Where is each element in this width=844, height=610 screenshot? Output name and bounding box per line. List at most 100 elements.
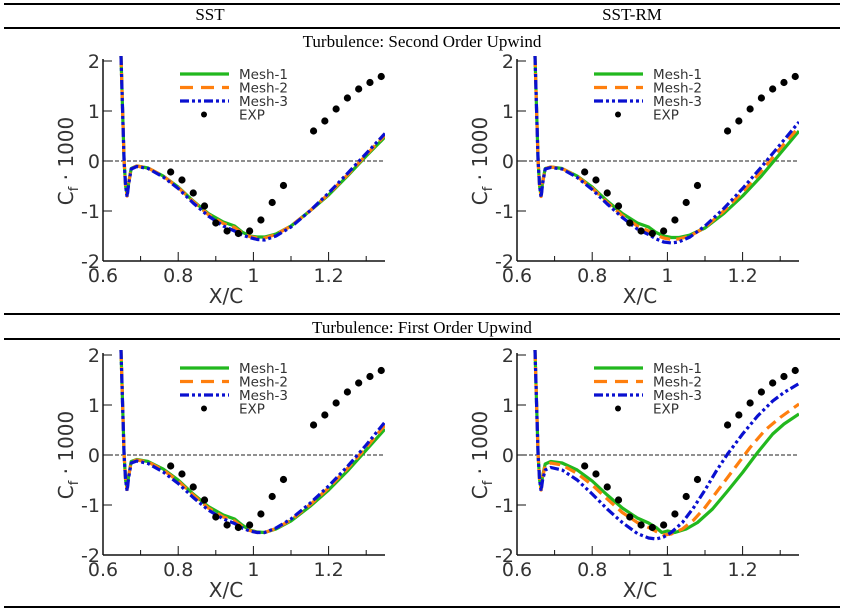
legend-label: Mesh-2 [239,81,288,97]
legend-label: Mesh-3 [239,94,288,110]
legend-label: Mesh-3 [653,94,702,110]
exp-point [377,366,385,375]
exp-point [223,227,231,235]
legend-label: Mesh-2 [653,375,702,391]
y-tick-label: -1 [81,495,100,517]
legend-label: Mesh-1 [653,361,702,377]
exp-point [212,513,220,521]
y-tick-label: 2 [502,51,514,73]
x-axis-label: X/C [623,578,657,602]
exp-point [614,496,623,504]
exp-point [343,94,351,102]
exp-point [671,510,679,518]
legend-label: Mesh-2 [239,375,288,391]
exp-point [637,227,645,235]
exp-point [660,521,668,529]
x-tick-label: 1.2 [727,559,757,581]
exp-point [757,388,765,396]
y-axis-label-main: C [54,191,78,205]
x-tick-label: 1 [247,265,259,287]
y-tick-label: 2 [88,345,100,367]
y-axis-label-rest: · 1000 [54,117,78,187]
exp-point [234,229,242,238]
y-tick-label: -2 [81,545,100,567]
y-axis-label-rest: · 1000 [468,411,492,481]
legend-swatch-exp [615,111,621,118]
exp-point [626,513,634,521]
exp-point [167,168,175,176]
exp-point [234,523,242,532]
y-tick-label: 1 [88,395,100,417]
x-axis-label: X/C [209,284,243,308]
exp-point [212,219,220,227]
exp-point [735,411,743,419]
legend-label: Mesh-3 [653,388,702,404]
exp-point [603,189,611,197]
x-tick-label: 1.2 [313,559,343,581]
exp-point [746,105,754,113]
x-tick-label: 0.8 [163,559,193,581]
legend-swatch-exp [201,405,207,412]
x-tick-label: 1.2 [727,265,757,287]
x-axis-label: X/C [623,284,657,308]
x-axis-label: X/C [209,578,243,602]
legend-label: Mesh-1 [239,361,288,377]
y-tick-label: 0 [88,445,100,467]
exp-point [366,372,374,381]
y-tick-label: -1 [81,201,100,223]
x-tick-label: 0.6 [88,265,118,287]
table-bottom-rule [4,606,840,608]
exp-point [682,198,690,207]
exp-point [309,127,318,135]
row-divider-bottom [4,338,840,340]
legend-swatch-exp [615,405,621,412]
y-axis-label-subscript: f [67,480,82,485]
exp-point [746,399,754,407]
exp-point [189,483,197,491]
exp-point [178,470,186,478]
exp-point [246,227,254,235]
series-line-mesh-3 [119,55,385,242]
exp-point [167,462,175,470]
exp-point [279,475,288,484]
series-line-mesh-3 [533,55,799,245]
y-tick-label: 2 [502,345,514,367]
exp-point [332,105,340,113]
y-tick-label: 0 [502,151,514,173]
row-divider-top [4,313,840,315]
y-tick-label: 2 [88,51,100,73]
exp-point [332,399,340,407]
y-tick-label: 1 [88,101,100,123]
legend-label: Mesh-2 [653,81,702,97]
row-header-first-order: Turbulence: First Order Upwind [312,318,532,337]
exp-point [581,168,589,176]
exp-point [648,229,656,238]
legend-swatch-exp [201,111,207,118]
legend-label: EXP [239,402,265,418]
header-rule [4,27,840,29]
exp-point [257,216,265,224]
exp-point [791,72,799,81]
exp-point [355,85,363,93]
exp-point [723,127,732,135]
x-tick-label: 1 [661,559,673,581]
exp-point [780,78,788,87]
x-tick-label: 0.6 [88,559,118,581]
exp-point [693,475,702,484]
y-tick-label: 0 [502,445,514,467]
exp-point [735,117,743,125]
exp-point [343,388,351,396]
exp-point [279,181,288,190]
exp-point [626,219,634,227]
exp-point [366,78,374,87]
exp-point [355,379,363,387]
exp-point [723,421,732,429]
exp-point [189,189,197,197]
x-tick-label: 0.8 [577,265,607,287]
series-line-mesh-3 [533,349,799,541]
exp-point [648,523,656,532]
y-axis-label-main: C [54,485,78,499]
exp-point [637,521,645,529]
exp-point [268,492,276,501]
